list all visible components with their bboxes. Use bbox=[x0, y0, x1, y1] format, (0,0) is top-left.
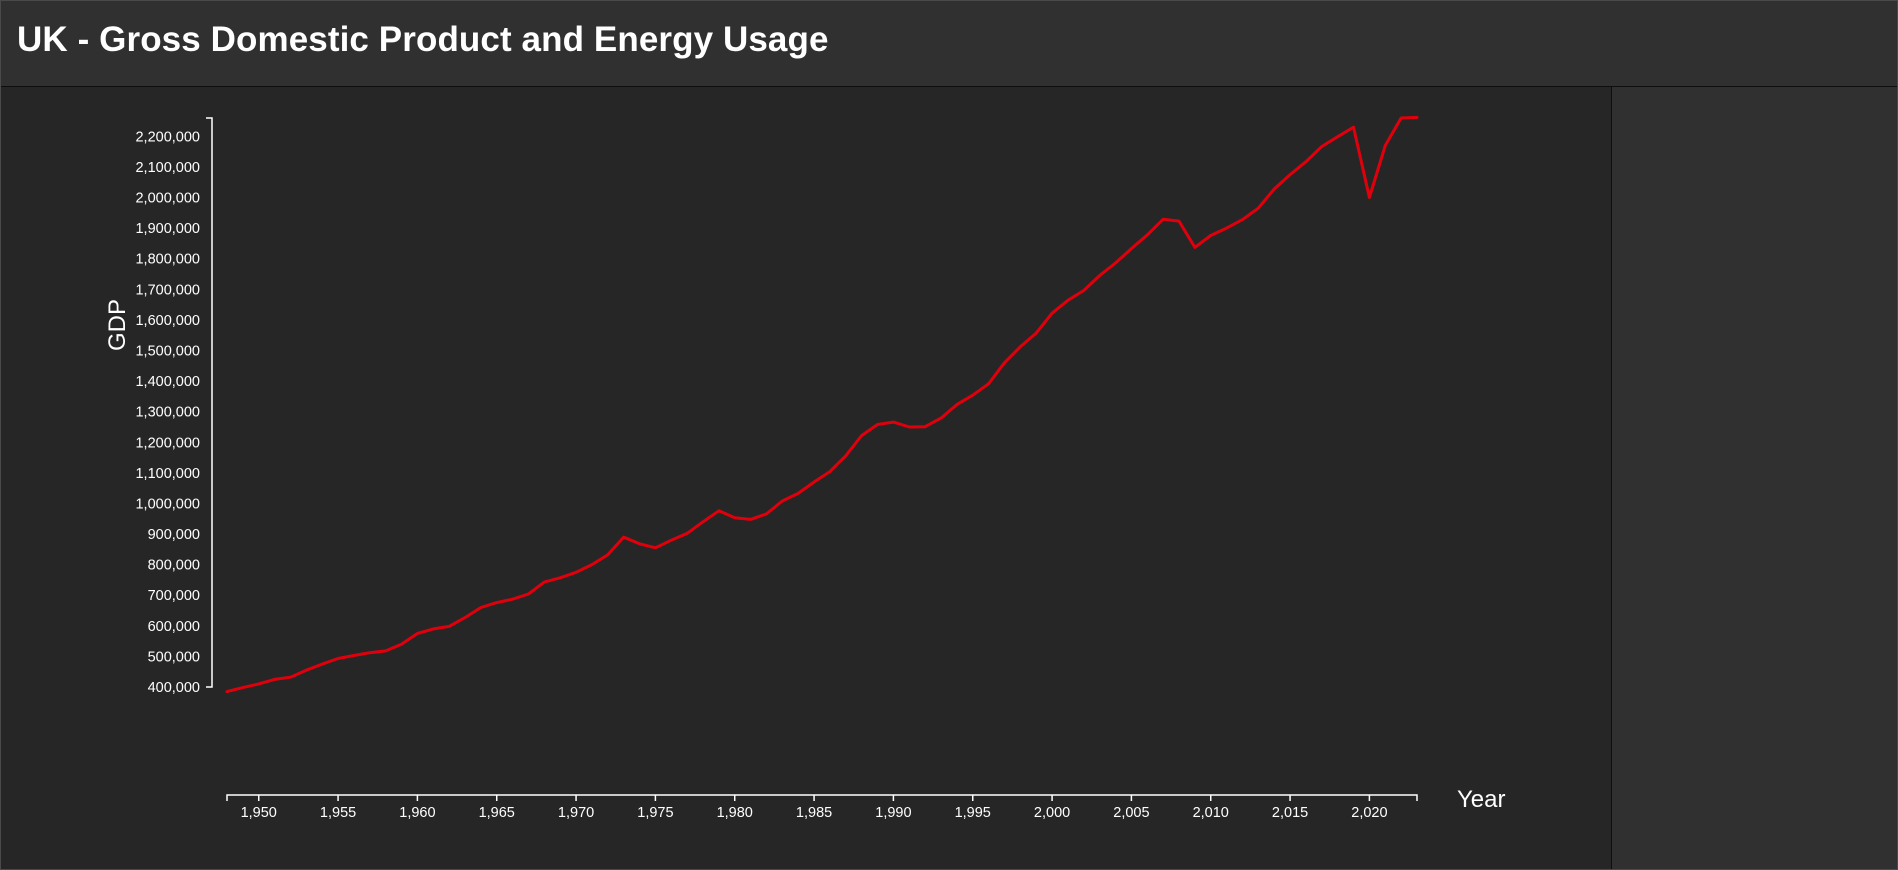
y-tick-label: 900,000 bbox=[148, 527, 200, 543]
page-title: UK - Gross Domestic Product and Energy U… bbox=[17, 20, 829, 59]
gdp-series-line bbox=[225, 115, 1419, 694]
y-tick-label: 1,200,000 bbox=[135, 435, 200, 451]
chart-area: 400,000 500,000 600,000 700,000 800,000 900,0… bbox=[1, 87, 1611, 869]
y-tick-label: 1,500,000 bbox=[135, 343, 200, 359]
y-tick-label: 1,900,000 bbox=[135, 221, 200, 237]
y-tick-label: 400,000 bbox=[148, 680, 200, 696]
y-tick-label: 2,100,000 bbox=[135, 160, 200, 176]
x-tick-label: 1,985 bbox=[796, 805, 832, 821]
y-tick-label: 1,800,000 bbox=[135, 252, 200, 268]
x-tick-label: 2,015 bbox=[1272, 805, 1308, 821]
x-tick-label: 1,955 bbox=[320, 805, 356, 821]
x-tick-label: 1,950 bbox=[241, 805, 277, 821]
y-axis: 400,000 500,000 600,000 700,000 800,000 900,0… bbox=[135, 117, 213, 696]
y-tick-label: 2,200,000 bbox=[135, 129, 200, 145]
x-axis-title: Year bbox=[1457, 786, 1506, 813]
x-tick-label: 2,000 bbox=[1034, 805, 1070, 821]
y-tick-label: 600,000 bbox=[148, 619, 200, 635]
side-panel bbox=[1611, 87, 1897, 869]
x-axis: 1,950 1,955 1,960 1,965 1,970 1,975 1,980 1,985… bbox=[226, 794, 1418, 821]
x-axis-line bbox=[226, 794, 1418, 801]
y-tick-label: 700,000 bbox=[148, 588, 200, 604]
y-tick-label: 500,000 bbox=[148, 649, 200, 665]
x-tick-label: 2,010 bbox=[1193, 805, 1229, 821]
gdp-line-chart: 400,000 500,000 600,000 700,000 800,000 900,0… bbox=[104, 115, 1506, 821]
x-tick-label: 1,970 bbox=[558, 805, 594, 821]
y-axis-line bbox=[206, 117, 213, 688]
series-group bbox=[225, 115, 1419, 694]
x-tick-label: 1,960 bbox=[399, 805, 435, 821]
y-tick-label: 1,000,000 bbox=[135, 496, 200, 512]
x-tick-label: 1,975 bbox=[637, 805, 673, 821]
x-tick-label: 1,980 bbox=[717, 805, 753, 821]
x-tick-label: 1,995 bbox=[955, 805, 991, 821]
y-tick-label: 2,000,000 bbox=[135, 191, 200, 207]
y-tick-label: 1,700,000 bbox=[135, 282, 200, 298]
y-tick-label: 1,300,000 bbox=[135, 405, 200, 421]
x-tick-label: 1,965 bbox=[479, 805, 515, 821]
y-tick-label: 1,100,000 bbox=[135, 466, 200, 482]
y-axis-title: GDP bbox=[104, 299, 131, 351]
header-bar: UK - Gross Domestic Product and Energy U… bbox=[1, 1, 1897, 87]
x-tick-label: 2,020 bbox=[1351, 805, 1387, 821]
x-tick-label: 1,990 bbox=[875, 805, 911, 821]
x-tick-label: 2,005 bbox=[1113, 805, 1149, 821]
y-tick-label: 800,000 bbox=[148, 558, 200, 574]
y-tick-label: 1,600,000 bbox=[135, 313, 200, 329]
y-tick-label: 1,400,000 bbox=[135, 374, 200, 390]
